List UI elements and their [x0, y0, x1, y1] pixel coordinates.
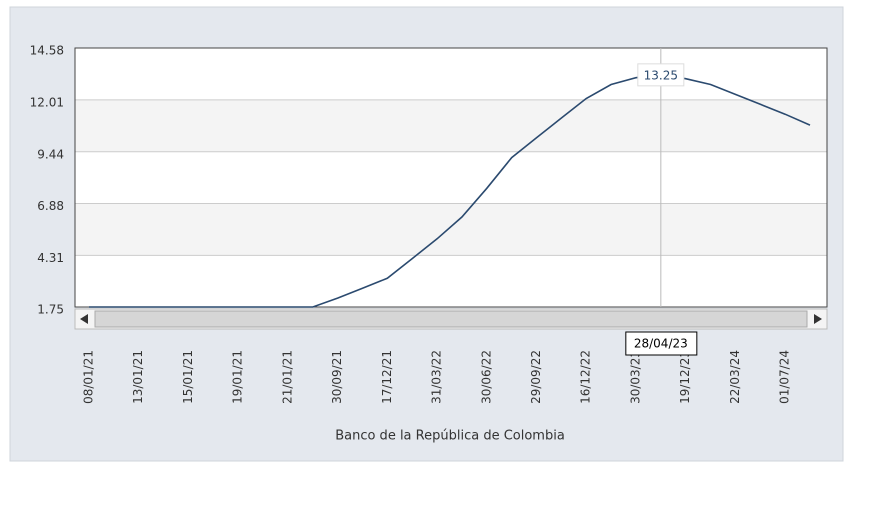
scrollbar[interactable]	[74, 308, 828, 330]
scroll-thumb[interactable]	[94, 310, 808, 328]
scroll-right[interactable]	[814, 314, 822, 324]
tooltip-box	[637, 63, 685, 87]
tooltip-value: 13.25	[644, 68, 678, 82]
y-tick-label: 4.31	[37, 251, 64, 265]
y-tick-label: 1.75	[37, 303, 64, 317]
x-tick-label: 30/03/23	[628, 350, 642, 404]
x-tick-label: 19/12/23	[678, 350, 692, 404]
scroll-left[interactable]	[80, 314, 88, 324]
y-tick-label: 9.44	[37, 147, 64, 161]
x-tick-label: 21/01/21	[280, 350, 294, 404]
plot-border	[74, 47, 828, 308]
grid-band	[75, 99, 827, 152]
y-tick-label: 6.88	[37, 199, 64, 213]
y-tick-label: 14.58	[30, 44, 64, 58]
x-tick-label: 13/01/21	[131, 350, 145, 404]
x-tick-label: 29/09/22	[529, 350, 543, 404]
plot-area	[74, 47, 828, 308]
tooltip-date-box	[625, 331, 698, 356]
x-tick-label: 30/09/21	[330, 350, 344, 404]
x-tick-label: 30/06/22	[479, 350, 493, 404]
source: Banco de la República de Colombia	[335, 429, 565, 444]
y-tick-label: 12.01	[30, 95, 64, 109]
plot-bg	[75, 48, 827, 307]
x-tick-label: 22/03/24	[728, 350, 742, 404]
x-tick-label: 17/12/21	[380, 350, 394, 404]
grid-band	[75, 203, 827, 256]
x-tick-label: 31/03/22	[430, 350, 444, 404]
x-tick-label: 16/12/22	[579, 350, 593, 404]
x-tick-label: 01/07/24	[778, 350, 792, 404]
line	[89, 73, 811, 308]
x-tick-label: 08/01/21	[82, 350, 96, 404]
x-tick-label: 15/01/21	[181, 350, 195, 404]
tooltip-date: 28/04/23	[634, 337, 688, 351]
x-tick-label: 19/01/21	[231, 350, 245, 404]
